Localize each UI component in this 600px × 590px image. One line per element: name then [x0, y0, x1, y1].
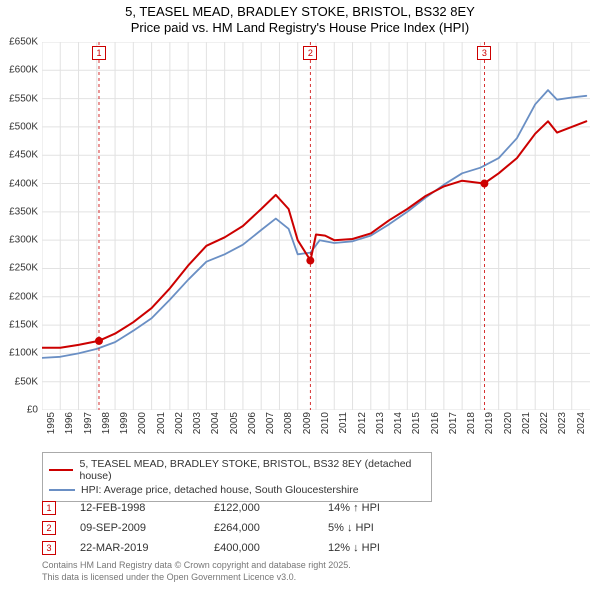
y-tick-label: £0 [27, 405, 38, 416]
x-tick-label: 2012 [357, 412, 368, 434]
title-line-2: Price paid vs. HM Land Registry's House … [0, 20, 600, 36]
x-tick-label: 2018 [466, 412, 477, 434]
footer-line-2: This data is licensed under the Open Gov… [42, 572, 351, 584]
x-tick-label: 2000 [137, 412, 148, 434]
title-block: 5, TEASEL MEAD, BRADLEY STOKE, BRISTOL, … [0, 0, 600, 39]
y-tick-label: £250K [9, 263, 38, 274]
legend-box: 5, TEASEL MEAD, BRADLEY STOKE, BRISTOL, … [42, 452, 432, 502]
x-tick-label: 2013 [375, 412, 386, 434]
legend-label: 5, TEASEL MEAD, BRADLEY STOKE, BRISTOL, … [79, 458, 425, 482]
y-tick-label: £550K [9, 93, 38, 104]
x-tick-label: 2015 [411, 412, 422, 434]
x-tick-label: 2020 [503, 412, 514, 434]
transaction-index-box: 3 [42, 541, 56, 555]
y-tick-label: £400K [9, 178, 38, 189]
x-tick-label: 2009 [302, 412, 313, 434]
transaction-change: 14% ↑ HPI [328, 502, 448, 514]
x-tick-label: 2021 [521, 412, 532, 434]
y-tick-label: £650K [9, 37, 38, 48]
y-tick-label: £300K [9, 235, 38, 246]
title-line-1: 5, TEASEL MEAD, BRADLEY STOKE, BRISTOL, … [0, 4, 600, 20]
x-tick-label: 2006 [247, 412, 258, 434]
x-tick-label: 2004 [210, 412, 221, 434]
transaction-change: 5% ↓ HPI [328, 522, 448, 534]
chart-plot-area: 1 2 3 [42, 42, 590, 410]
chart-container: 5, TEASEL MEAD, BRADLEY STOKE, BRISTOL, … [0, 0, 600, 590]
y-tick-label: £450K [9, 150, 38, 161]
y-tick-label: £100K [9, 348, 38, 359]
y-tick-label: £500K [9, 121, 38, 132]
x-tick-label: 2007 [265, 412, 276, 434]
x-tick-label: 1997 [83, 412, 94, 434]
legend-item: 5, TEASEL MEAD, BRADLEY STOKE, BRISTOL, … [49, 457, 425, 483]
legend-item: HPI: Average price, detached house, Sout… [49, 483, 425, 497]
x-tick-label: 2002 [174, 412, 185, 434]
legend-label: HPI: Average price, detached house, Sout… [81, 484, 359, 496]
x-tick-label: 1996 [64, 412, 75, 434]
x-tick-label: 2003 [192, 412, 203, 434]
legend-swatch [49, 489, 75, 491]
y-tick-label: £600K [9, 65, 38, 76]
transaction-change: 12% ↓ HPI [328, 542, 448, 554]
y-axis-labels: £0£50K£100K£150K£200K£250K£300K£350K£400… [0, 42, 40, 410]
x-tick-label: 2017 [448, 412, 459, 434]
footer-line-1: Contains HM Land Registry data © Crown c… [42, 560, 351, 572]
x-tick-label: 2005 [229, 412, 240, 434]
y-tick-label: £350K [9, 206, 38, 217]
x-axis-labels: 1995 1996 1997 1998 1999 2000 2001 2002 2003 2004… [42, 410, 590, 450]
transaction-row: 3 22-MAR-2019 £400,000 12% ↓ HPI [42, 538, 570, 558]
x-tick-label: 2024 [576, 412, 587, 434]
x-tick-label: 2023 [557, 412, 568, 434]
transaction-row: 1 12-FEB-1998 £122,000 14% ↑ HPI [42, 498, 570, 518]
x-tick-label: 2019 [484, 412, 495, 434]
x-tick-label: 2014 [393, 412, 404, 434]
x-tick-label: 2016 [430, 412, 441, 434]
transactions-table: 1 12-FEB-1998 £122,000 14% ↑ HPI 2 09-SEP-200… [42, 498, 570, 558]
transaction-price: £122,000 [214, 502, 304, 514]
x-tick-label: 2008 [283, 412, 294, 434]
transaction-date: 22-MAR-2019 [80, 542, 190, 554]
transaction-index-box: 2 [42, 521, 56, 535]
transaction-row: 2 09-SEP-2009 £264,000 5% ↓ HPI [42, 518, 570, 538]
x-tick-label: 2011 [338, 412, 349, 434]
x-tick-label: 1995 [46, 412, 57, 434]
x-tick-label: 2010 [320, 412, 331, 434]
y-tick-label: £200K [9, 291, 38, 302]
legend-swatch [49, 469, 73, 471]
transaction-callout: 2 [303, 46, 317, 60]
transaction-callout: 3 [477, 46, 491, 60]
transaction-index-box: 1 [42, 501, 56, 515]
y-tick-label: £50K [15, 376, 38, 387]
x-tick-label: 2001 [156, 412, 167, 434]
transaction-date: 09-SEP-2009 [80, 522, 190, 534]
footer-attribution: Contains HM Land Registry data © Crown c… [42, 560, 351, 583]
x-tick-label: 1999 [119, 412, 130, 434]
transaction-callout: 1 [92, 46, 106, 60]
x-tick-label: 1998 [101, 412, 112, 434]
chart-svg [42, 42, 590, 410]
transaction-price: £400,000 [214, 542, 304, 554]
transaction-date: 12-FEB-1998 [80, 502, 190, 514]
transaction-price: £264,000 [214, 522, 304, 534]
x-tick-label: 2022 [539, 412, 550, 434]
y-tick-label: £150K [9, 320, 38, 331]
